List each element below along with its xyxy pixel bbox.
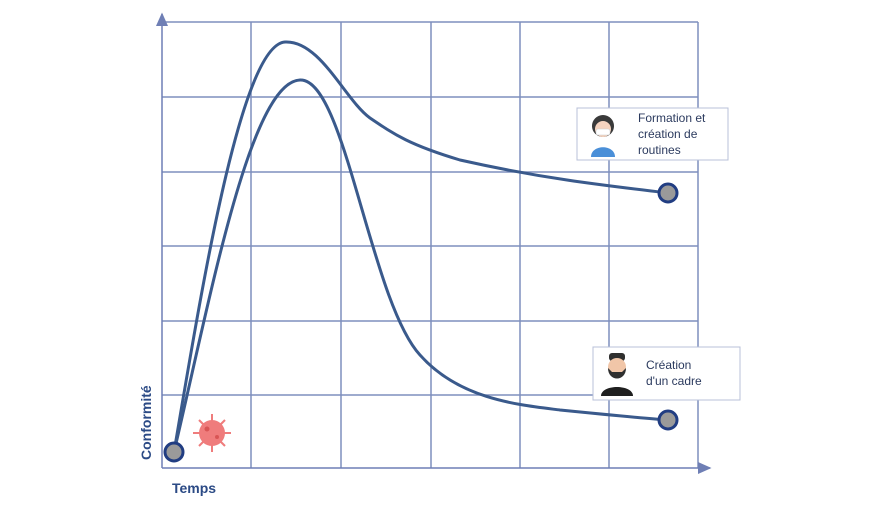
man-icon [601, 353, 633, 396]
annotation-line: Création [646, 358, 691, 372]
start-point [163, 441, 185, 463]
virus-icon [193, 414, 231, 452]
end-point [657, 182, 679, 204]
annotation-line: création de [638, 127, 698, 141]
curve-framework [172, 78, 669, 453]
annotation-box: Création d'un cadre [592, 346, 741, 401]
x-axis-title: Temps [172, 480, 216, 496]
end-point [657, 409, 679, 431]
annotation-line: Formation et [638, 111, 706, 125]
y-axis-title: Conformité [138, 385, 154, 460]
annotation-line: d'un cadre [646, 374, 702, 388]
woman-icon [591, 115, 615, 157]
curve-training [172, 40, 669, 453]
annotation-line: routines [638, 143, 681, 157]
annotation-box: Formation et création de routines [576, 107, 729, 161]
grid [162, 21, 699, 468]
